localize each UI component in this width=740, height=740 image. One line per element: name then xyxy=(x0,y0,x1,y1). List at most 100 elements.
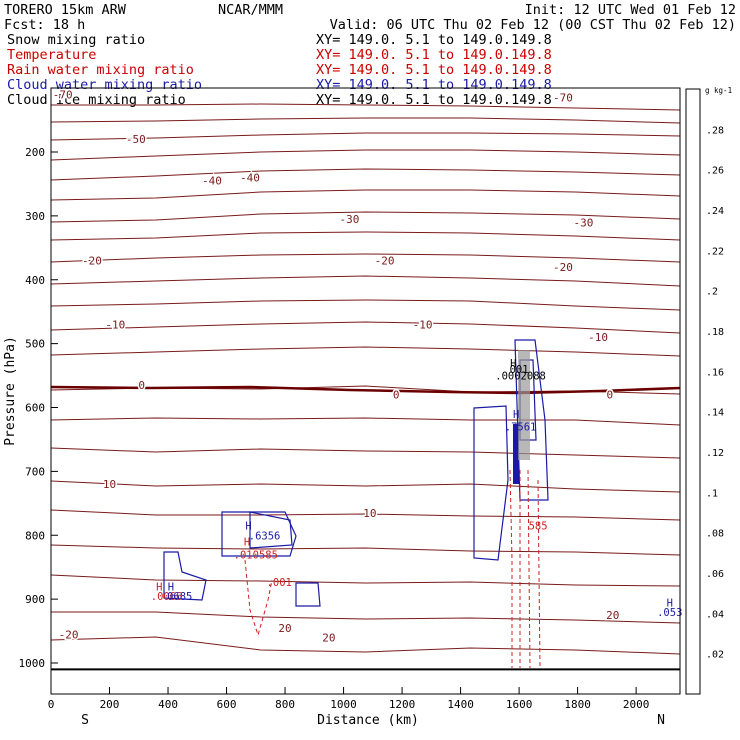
temperature-contour-line xyxy=(50,417,681,426)
extremum-label: .010585 xyxy=(234,549,278,561)
temperature-contour-line xyxy=(50,211,681,223)
temperature-contour-label: 0 xyxy=(606,389,613,402)
extremum-label: .7561 xyxy=(505,422,537,434)
temperature-contour-label: -10 xyxy=(588,331,608,344)
extremum-label: 0685 xyxy=(167,591,192,603)
field-xy-cloud-ice: XY= 149.0. 5.1 to 149.0.149.8 xyxy=(316,92,552,108)
temperature-contour-line xyxy=(51,103,681,111)
temperature-contour-label: 0 xyxy=(393,389,400,402)
extremum-label: H xyxy=(244,537,250,549)
extremum-label: .0002088 xyxy=(495,371,546,383)
colorbar-frame xyxy=(685,88,701,695)
extremum-label: .6356 xyxy=(249,530,281,542)
figure-header: TORERO 15km ARW NCAR/MMM Init: 12 UTC We… xyxy=(4,2,736,108)
temperature-contour-line xyxy=(50,149,681,161)
rain-contour xyxy=(537,479,541,669)
plot-area: -70 -70 -50 -40 -40 -30 -30 -20 -20 -20 -10 -10 -10 0… xyxy=(19,87,683,711)
temperature-contour-line xyxy=(50,447,681,459)
colorbar-tick-label: .26 xyxy=(706,166,724,177)
cloud-water-contour xyxy=(163,551,207,601)
y-axis-title: Pressure (hPa) xyxy=(3,336,18,446)
cloud-water-contour xyxy=(295,582,321,607)
cloud-water-contour xyxy=(473,405,509,561)
south-end-label: S xyxy=(81,713,89,728)
temperature-contour-line xyxy=(50,636,681,655)
temperature-contour-line xyxy=(50,574,681,587)
field-name-temperature: Temperature xyxy=(7,47,96,63)
temperature-contour-label: 20 xyxy=(606,609,619,622)
colorbar-tick-label: .14 xyxy=(706,408,724,419)
cloud-water-contour xyxy=(221,511,297,557)
rain-contour xyxy=(509,469,513,668)
plot-frame xyxy=(50,87,681,695)
temperature-contour-line xyxy=(50,117,681,124)
x-tick-label: 800 xyxy=(275,698,295,711)
x-axis: 0 200 400 600 800 1000 1200 1400 1600 1800 2000 xyxy=(48,687,650,711)
x-tick-label: 2000 xyxy=(623,698,650,711)
extremum-label: 001 xyxy=(510,364,529,376)
field-xy-snow: XY= 149.0. 5.1 to 149.0.149.8 xyxy=(316,32,552,48)
temperature-contour-label: 20 xyxy=(322,631,335,644)
x-tick-label: 1800 xyxy=(564,698,591,711)
init-time: Init: 12 UTC Wed 01 Feb 12 xyxy=(525,2,736,18)
extremum-label: .053 xyxy=(657,607,682,619)
temperature-contour-line xyxy=(50,253,681,263)
rain-contour xyxy=(527,469,531,669)
contour-labels: -70 -70 -50 -40 -40 -30 -30 -20 -20 -20 -10 -10 -10 0… xyxy=(51,87,682,646)
cloud-water-core xyxy=(513,424,519,484)
x-axis-title: Distance (km) xyxy=(317,713,419,728)
cloud-water-contour xyxy=(514,339,549,501)
temperature-contour-line xyxy=(51,611,681,624)
temperature-contour-label: -40 xyxy=(240,172,260,185)
extremum-label: H xyxy=(168,581,174,593)
field-name-cloud-water: Cloud water mixing ratio xyxy=(7,77,202,93)
colorbar-tick-label: .04 xyxy=(706,609,724,620)
field-xy-cloud-water: XY= 149.0. 5.1 to 149.0.149.8 xyxy=(316,77,552,93)
y-tick-label: 600 xyxy=(25,402,45,415)
model-label: TORERO 15km ARW xyxy=(4,2,127,18)
x-tick-label: 0 xyxy=(48,698,55,711)
temperature-contour-label: -70 xyxy=(553,92,573,105)
temperature-contours xyxy=(50,103,681,671)
colorbar-tick-label: .06 xyxy=(706,569,724,580)
center-label: NCAR/MMM xyxy=(218,2,283,18)
colorbar-tick-label: .28 xyxy=(706,125,724,136)
colorbar-tick-label: .02 xyxy=(706,650,724,661)
x-tick-label: 1000 xyxy=(330,698,357,711)
x-tick-label: 1200 xyxy=(389,698,416,711)
y-tick-label: 700 xyxy=(25,465,45,478)
x-tick-label: 600 xyxy=(217,698,237,711)
temperature-contour-line xyxy=(50,168,681,181)
colorbar-tick-label: .1 xyxy=(706,488,718,499)
north-end-label: N xyxy=(657,713,665,728)
colorbar: g kg-1 .02 .04 .06 .08 .1 .12 .14 .16 .18 .2 .22 .2… xyxy=(685,86,732,695)
temperature-contour-label: -30 xyxy=(574,216,594,229)
temperature-contour-label: -20 xyxy=(82,255,102,268)
temperature-contour-label: -10 xyxy=(105,318,125,331)
y-tick-label: 900 xyxy=(25,593,45,606)
temperature-contour-line xyxy=(50,480,681,493)
colorbar-tick-label: .08 xyxy=(706,529,724,540)
temperature-contour-line xyxy=(50,231,681,241)
temperature-contour-label: -30 xyxy=(339,213,359,226)
valid-time: Valid: 06 UTC Thu 02 Feb 12 (00 CST Thu … xyxy=(330,17,736,33)
temperature-contour-line xyxy=(50,132,681,141)
y-tick-label: 400 xyxy=(25,274,45,287)
temperature-contour-line xyxy=(50,321,681,334)
temperature-contour-label: -10 xyxy=(413,318,433,331)
x-tick-label: 1400 xyxy=(447,698,474,711)
field-xy-temperature: XY= 149.0. 5.1 to 149.0.149.8 xyxy=(316,47,552,63)
snow-ice-shading xyxy=(518,350,530,460)
colorbar-tick-label: .18 xyxy=(706,327,724,338)
freezing-level-contour xyxy=(50,385,681,395)
temperature-contour-label: 0 xyxy=(138,379,145,392)
y-tick-label: 1000 xyxy=(19,657,46,670)
temperature-contour-label: -70 xyxy=(53,89,73,102)
temperature-contour-label: -20 xyxy=(553,261,573,274)
forecast-hour: Fcst: 18 h xyxy=(4,17,85,33)
temperature-contour-label: -20 xyxy=(375,255,395,268)
temperature-contour-label: -40 xyxy=(202,175,222,188)
temperature-contour-label: 10 xyxy=(363,507,376,520)
colorbar-tick-label: .22 xyxy=(706,246,724,257)
